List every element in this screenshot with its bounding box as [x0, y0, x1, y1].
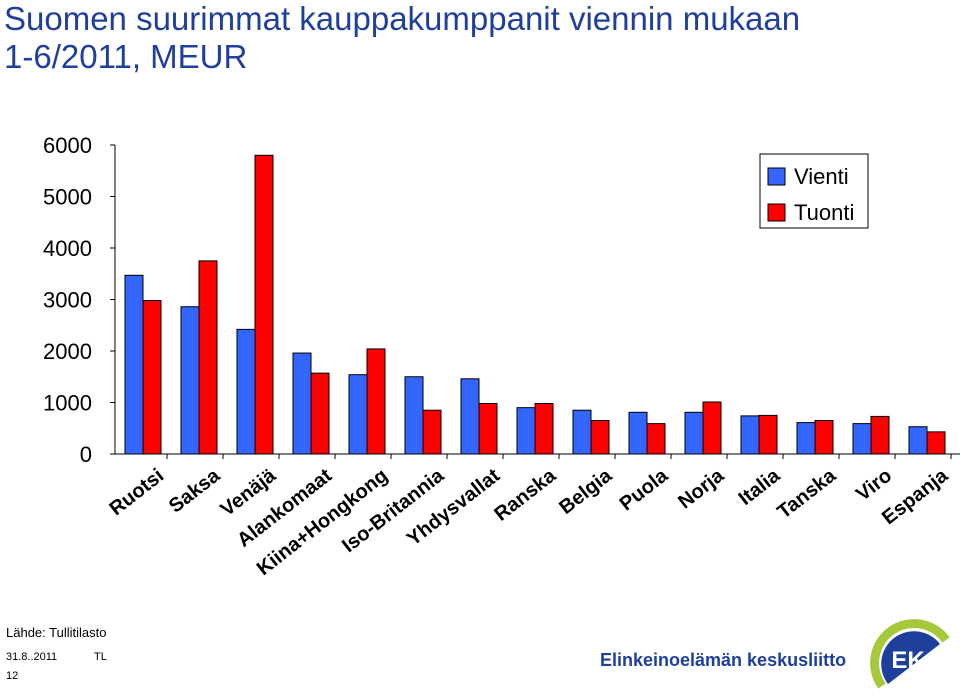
bar-vienti: [796, 422, 816, 455]
y-tick-label: 4000: [43, 236, 92, 261]
legend-swatch: [767, 167, 786, 186]
x-tick-label: Tanska: [773, 464, 840, 523]
ek-logo-icon: EK: [870, 619, 950, 689]
x-tick-label: Ranska: [490, 464, 560, 526]
y-tick-label: 3000: [43, 288, 92, 313]
bar-tuonti: [310, 372, 330, 455]
chart-title: Suomen suurimmat kauppakumppanit viennin…: [4, 0, 800, 76]
bar-vienti: [124, 274, 144, 455]
footer-date: 31.8..2011: [6, 651, 58, 663]
bar-tuonti: [254, 154, 274, 455]
organization-name: Elinkeinoelämän keskusliitto: [600, 650, 847, 670]
x-tick-label: Puola: [616, 464, 673, 515]
bar-tuonti: [870, 415, 890, 455]
bar-tuonti: [142, 300, 162, 455]
footer-author: TL: [94, 651, 107, 663]
bar-vienti: [236, 328, 256, 455]
bar-vienti: [516, 407, 536, 455]
y-tick-label: 0: [80, 442, 92, 467]
bar-tuonti: [422, 409, 442, 455]
bar-vienti: [908, 426, 928, 455]
bar-vienti: [740, 415, 760, 455]
bar-vienti: [180, 306, 200, 455]
bar-vienti: [572, 409, 592, 455]
x-tick-label: Ruotsi: [106, 465, 169, 521]
source-note: Lähde: Tullitilasto: [6, 625, 107, 640]
page-number: 12: [6, 670, 19, 682]
bar-chart: 0100020003000400050006000RuotsiSaksaVenä…: [43, 133, 960, 580]
title-line-1: Suomen suurimmat kauppakumppanit viennin…: [4, 0, 801, 37]
logo-mark-text: EK: [891, 647, 925, 674]
x-tick-label: Norja: [674, 464, 729, 513]
legend-swatch: [767, 203, 786, 222]
bar-tuonti: [534, 403, 554, 455]
title-line-2: 1-6/2011, MEUR: [4, 38, 248, 75]
legend-label: Tuonti: [794, 200, 854, 225]
bar-vienti: [460, 378, 480, 455]
x-tick-label: Viro: [852, 465, 896, 506]
bar-vienti: [628, 411, 648, 455]
y-tick-label: 1000: [43, 391, 92, 416]
bar-tuonti: [366, 348, 386, 455]
bar-tuonti: [646, 423, 666, 455]
legend-label: Vienti: [794, 164, 849, 189]
bar-vienti: [684, 411, 704, 455]
bar-tuonti: [926, 431, 946, 455]
bar-vienti: [292, 352, 312, 455]
bar-tuonti: [478, 403, 498, 455]
bar-vienti: [348, 374, 368, 455]
bar-tuonti: [198, 260, 218, 455]
y-tick-label: 5000: [43, 185, 92, 210]
x-tick-label: Belgia: [555, 464, 617, 519]
bar-tuonti: [590, 420, 610, 455]
bar-tuonti: [758, 414, 778, 455]
bar-tuonti: [814, 420, 834, 455]
x-tick-label: Saksa: [165, 464, 225, 517]
bar-tuonti: [702, 401, 722, 455]
y-tick-label: 2000: [43, 339, 92, 364]
y-tick-label: 6000: [43, 133, 92, 158]
bar-vienti: [852, 423, 872, 455]
bar-vienti: [404, 376, 424, 455]
